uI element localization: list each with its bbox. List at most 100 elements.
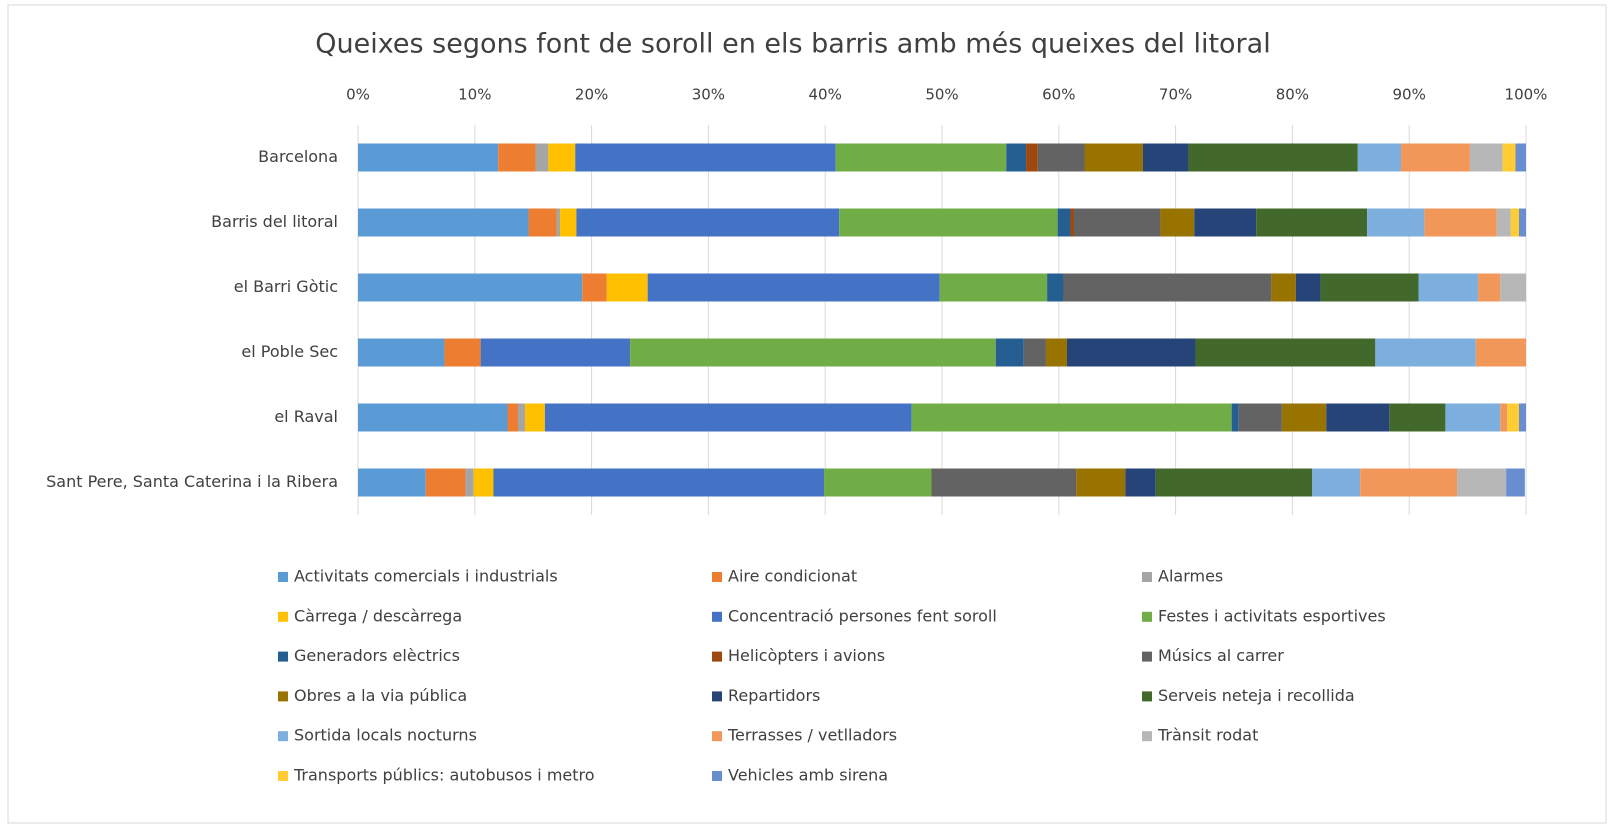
bar-segment bbox=[931, 468, 1077, 497]
bar-segment bbox=[1188, 143, 1358, 172]
bar-segment bbox=[1478, 273, 1501, 302]
legend-label: Vehicles amb sirena bbox=[728, 766, 888, 785]
bar-segment bbox=[1073, 208, 1161, 237]
legend-swatch bbox=[712, 731, 722, 742]
legend-swatch bbox=[1142, 691, 1152, 702]
legend-label: Repartidors bbox=[728, 686, 820, 705]
x-tick-label: 30% bbox=[692, 86, 725, 104]
y-tick-label: Barris del litoral bbox=[211, 212, 338, 231]
bar-segment bbox=[1367, 208, 1425, 237]
bar-segment bbox=[1142, 143, 1189, 172]
bar-segment bbox=[358, 143, 499, 172]
bar-segment bbox=[1070, 208, 1074, 237]
bar-segment bbox=[1469, 143, 1503, 172]
bar-segment bbox=[1500, 273, 1526, 302]
legend-label: Serveis neteja i recollida bbox=[1158, 686, 1355, 705]
bar-segment bbox=[1326, 403, 1390, 432]
bar-segment bbox=[576, 208, 840, 237]
bar-segment bbox=[1076, 468, 1126, 497]
bar-segment bbox=[528, 208, 557, 237]
bar-segment bbox=[1125, 468, 1156, 497]
legend-label: Obres a la via pública bbox=[294, 686, 467, 705]
legend-swatch bbox=[712, 611, 722, 622]
bar-segment bbox=[911, 403, 1232, 432]
bar-segment bbox=[1023, 338, 1046, 367]
legend-label: Generadors elèctrics bbox=[294, 646, 460, 665]
bar-segment bbox=[358, 208, 529, 237]
x-tick-label: 40% bbox=[809, 86, 842, 104]
bar-segment bbox=[1066, 338, 1196, 367]
y-tick-label: el Poble Sec bbox=[241, 342, 338, 361]
x-tick-label: 100% bbox=[1505, 86, 1548, 104]
legend-label: Alarmes bbox=[1158, 567, 1223, 586]
legend-label: Càrrega / descàrrega bbox=[294, 606, 462, 625]
y-tick-label: Barcelona bbox=[258, 147, 338, 166]
bar-segment bbox=[1445, 403, 1501, 432]
bar-segment bbox=[647, 273, 940, 302]
bar-segment bbox=[835, 143, 1007, 172]
legend-label: Festes i activitats esportives bbox=[1158, 606, 1386, 625]
bar-segment bbox=[493, 468, 825, 497]
bar-segment bbox=[425, 468, 466, 497]
legend-label: Concentració persones fent soroll bbox=[728, 606, 997, 625]
legend-swatch bbox=[278, 611, 288, 622]
bar-segment bbox=[1006, 143, 1027, 172]
bar-segment bbox=[1160, 208, 1195, 237]
bar-segment bbox=[1295, 273, 1321, 302]
bar-segment bbox=[1231, 403, 1239, 432]
bar-segment bbox=[1401, 143, 1470, 172]
bar-segment bbox=[839, 208, 1058, 237]
bar-segment bbox=[1515, 143, 1526, 172]
chart-title: Queixes segons font de soroll en els bar… bbox=[315, 29, 1270, 60]
x-tick-label: 0% bbox=[346, 86, 370, 104]
bar-segment bbox=[1084, 143, 1143, 172]
legend-label: Helicòpters i avions bbox=[728, 646, 885, 665]
bar-segment bbox=[544, 403, 912, 432]
bar-segment bbox=[1057, 208, 1071, 237]
legend-label: Aire condicionat bbox=[728, 567, 857, 586]
legend-swatch bbox=[278, 572, 288, 582]
bar-segment bbox=[358, 273, 583, 302]
x-tick-label: 90% bbox=[1393, 86, 1426, 104]
legend-label: Transports públics: autobusos i metro bbox=[293, 766, 595, 785]
bar-segment bbox=[1510, 208, 1519, 237]
bar-segment bbox=[1047, 273, 1064, 302]
y-tick-label: el Barri Gòtic bbox=[234, 277, 338, 296]
bar-segment bbox=[1500, 403, 1508, 432]
bar-segment bbox=[1375, 338, 1476, 367]
bar-segment bbox=[358, 468, 426, 497]
bar-segment bbox=[575, 143, 836, 172]
x-tick-label: 70% bbox=[1159, 86, 1192, 104]
bar-segment bbox=[1281, 403, 1327, 432]
bar-segment bbox=[548, 143, 576, 172]
bar-segment bbox=[358, 338, 445, 367]
legend-swatch bbox=[278, 651, 288, 662]
legend-swatch bbox=[278, 691, 288, 702]
bar-segment bbox=[1389, 403, 1446, 432]
bar-segment bbox=[1320, 273, 1419, 302]
bar-segment bbox=[1271, 273, 1296, 302]
bar-segment bbox=[1424, 208, 1497, 237]
bar-segment bbox=[630, 338, 996, 367]
legend-label: Trànsit rodat bbox=[1157, 726, 1258, 745]
bar-segment bbox=[1155, 468, 1313, 497]
bar-segment bbox=[582, 273, 607, 302]
bar-segment bbox=[473, 468, 494, 497]
legend-swatch bbox=[712, 651, 722, 662]
bar-segment bbox=[1256, 208, 1368, 237]
x-tick-label: 80% bbox=[1276, 86, 1309, 104]
bar-segment bbox=[1357, 143, 1402, 172]
bar-segment bbox=[1506, 468, 1525, 497]
legend-swatch bbox=[1142, 651, 1152, 662]
bar-segment bbox=[1238, 403, 1282, 432]
bar-segment bbox=[1312, 468, 1361, 497]
bar-segment bbox=[1063, 273, 1272, 302]
legend-label: Sortida locals nocturns bbox=[294, 726, 477, 745]
bar-segment bbox=[1475, 338, 1526, 367]
legend-swatch bbox=[278, 731, 288, 742]
bar-segment bbox=[1026, 143, 1038, 172]
bar-segment bbox=[1037, 143, 1085, 172]
legend-swatch bbox=[278, 771, 288, 781]
legend-swatch bbox=[712, 771, 722, 781]
x-tick-label: 60% bbox=[1042, 86, 1075, 104]
